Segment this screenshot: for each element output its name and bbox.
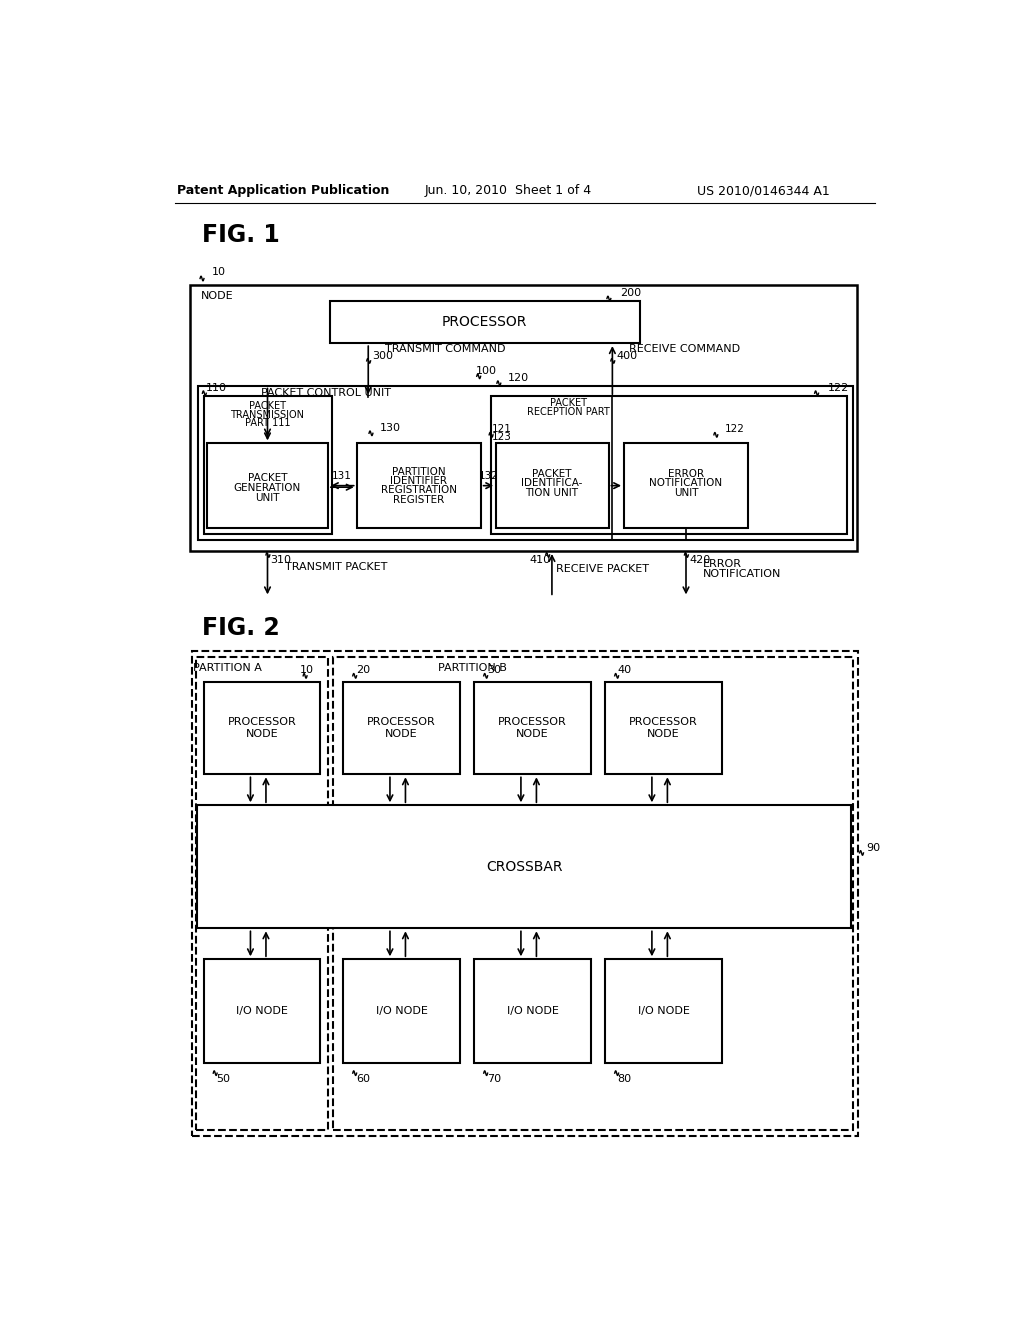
Bar (190, 285, 856, 552)
Bar (334, 657, 853, 1130)
Text: US 2010/0146344 A1: US 2010/0146344 A1 (697, 185, 829, 197)
Text: TION UNIT: TION UNIT (525, 487, 579, 498)
Text: RECEPTION PART: RECEPTION PART (526, 407, 609, 417)
Bar (191, 651, 858, 1137)
Bar (197, 805, 851, 928)
Text: I/O NODE: I/O NODE (237, 1006, 288, 1016)
Text: 131: 131 (332, 471, 352, 482)
Text: 70: 70 (486, 1073, 501, 1084)
Text: NODE: NODE (201, 292, 233, 301)
Text: 122: 122 (725, 425, 744, 434)
Text: CROSSBAR: CROSSBAR (485, 859, 562, 874)
Text: NODE: NODE (516, 730, 549, 739)
Text: 10: 10 (300, 665, 314, 676)
Text: 132: 132 (478, 471, 499, 482)
Text: 30: 30 (486, 665, 501, 676)
Text: FIG. 2: FIG. 2 (202, 616, 280, 640)
Text: NOTIFICATION: NOTIFICATION (649, 478, 723, 488)
Text: UNIT: UNIT (255, 492, 280, 503)
Text: ERROR: ERROR (668, 469, 705, 479)
Bar (624, 444, 748, 528)
Text: Jun. 10, 2010  Sheet 1 of 4: Jun. 10, 2010 Sheet 1 of 4 (424, 185, 591, 197)
Bar (204, 682, 321, 775)
Text: GENERATION: GENERATION (233, 483, 301, 492)
Text: RECEIVE PACKET: RECEIVE PACKET (556, 564, 649, 574)
Text: NODE: NODE (385, 730, 418, 739)
Text: 123: 123 (493, 432, 512, 442)
Text: 10: 10 (212, 268, 225, 277)
Text: TRANSMISSION: TRANSMISSION (230, 409, 304, 420)
Text: PARTITION B: PARTITION B (438, 663, 507, 673)
Text: PROCESSOR: PROCESSOR (629, 717, 698, 727)
Bar (197, 657, 328, 1130)
Text: 400: 400 (616, 351, 637, 360)
Bar (198, 385, 853, 540)
Bar (343, 960, 460, 1063)
Bar (207, 444, 328, 528)
Text: 90: 90 (866, 842, 880, 853)
Text: 121: 121 (493, 425, 512, 434)
Text: PACKET CONTROL UNIT: PACKET CONTROL UNIT (261, 388, 390, 399)
Text: REGISTRATION: REGISTRATION (381, 486, 457, 495)
Bar (496, 444, 608, 528)
Text: RECEIVE COMMAND: RECEIVE COMMAND (630, 345, 740, 354)
Text: Patent Application Publication: Patent Application Publication (177, 185, 389, 197)
Text: PACKET: PACKET (550, 399, 587, 408)
Text: PART 111: PART 111 (245, 418, 290, 428)
Text: PROCESSOR: PROCESSOR (368, 717, 436, 727)
Text: UNIT: UNIT (674, 487, 698, 498)
Text: NOTIFICATION: NOTIFICATION (703, 569, 781, 579)
Text: I/O NODE: I/O NODE (638, 1006, 689, 1016)
Text: 300: 300 (372, 351, 393, 360)
Text: 130: 130 (380, 422, 400, 433)
Text: 80: 80 (617, 1073, 632, 1084)
Text: PARTITION: PARTITION (392, 467, 445, 477)
Bar (330, 301, 640, 343)
Text: 110: 110 (206, 383, 227, 393)
Text: 310: 310 (270, 556, 292, 565)
Text: PACKET: PACKET (248, 473, 288, 483)
Bar (490, 396, 847, 535)
Text: IDENTIFICA-: IDENTIFICA- (521, 478, 583, 488)
Bar (474, 960, 591, 1063)
Text: FIG. 1: FIG. 1 (202, 223, 280, 247)
Bar (356, 444, 480, 528)
Bar (605, 682, 722, 775)
Text: TRANSMIT PACKET: TRANSMIT PACKET (285, 561, 387, 572)
Text: 200: 200 (621, 288, 641, 298)
Text: NODE: NODE (647, 730, 680, 739)
Text: PACKET: PACKET (532, 469, 571, 479)
Text: 100: 100 (475, 366, 497, 376)
Text: 122: 122 (827, 383, 849, 393)
Text: 20: 20 (355, 665, 370, 676)
Bar (204, 396, 332, 535)
Text: REGISTER: REGISTER (393, 495, 444, 504)
Text: PROCESSOR: PROCESSOR (227, 717, 297, 727)
Text: 40: 40 (617, 665, 632, 676)
Text: 60: 60 (355, 1073, 370, 1084)
Text: PROCESSOR: PROCESSOR (441, 314, 527, 329)
Text: IDENTIFIER: IDENTIFIER (390, 477, 447, 486)
Bar (343, 682, 460, 775)
Text: PARTITION A: PARTITION A (193, 663, 262, 673)
Text: 50: 50 (216, 1073, 230, 1084)
Text: 420: 420 (689, 556, 711, 565)
Text: PROCESSOR: PROCESSOR (498, 717, 567, 727)
Bar (605, 960, 722, 1063)
Text: ERROR: ERROR (703, 560, 742, 569)
Text: I/O NODE: I/O NODE (507, 1006, 558, 1016)
Text: 410: 410 (529, 556, 550, 565)
Text: TRANSMIT COMMAND: TRANSMIT COMMAND (385, 345, 506, 354)
Text: 120: 120 (508, 372, 528, 383)
Bar (474, 682, 591, 775)
Bar (204, 960, 321, 1063)
Text: I/O NODE: I/O NODE (376, 1006, 427, 1016)
Text: PACKET: PACKET (249, 401, 286, 412)
Text: NODE: NODE (246, 730, 279, 739)
